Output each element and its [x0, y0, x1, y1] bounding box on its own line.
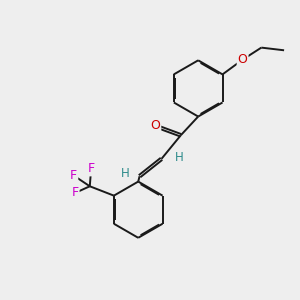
Text: H: H: [175, 151, 183, 164]
Text: F: F: [70, 169, 77, 182]
Text: F: F: [71, 187, 79, 200]
Text: H: H: [121, 167, 129, 179]
Text: O: O: [238, 53, 248, 66]
Text: F: F: [88, 162, 95, 176]
Text: O: O: [150, 119, 160, 132]
